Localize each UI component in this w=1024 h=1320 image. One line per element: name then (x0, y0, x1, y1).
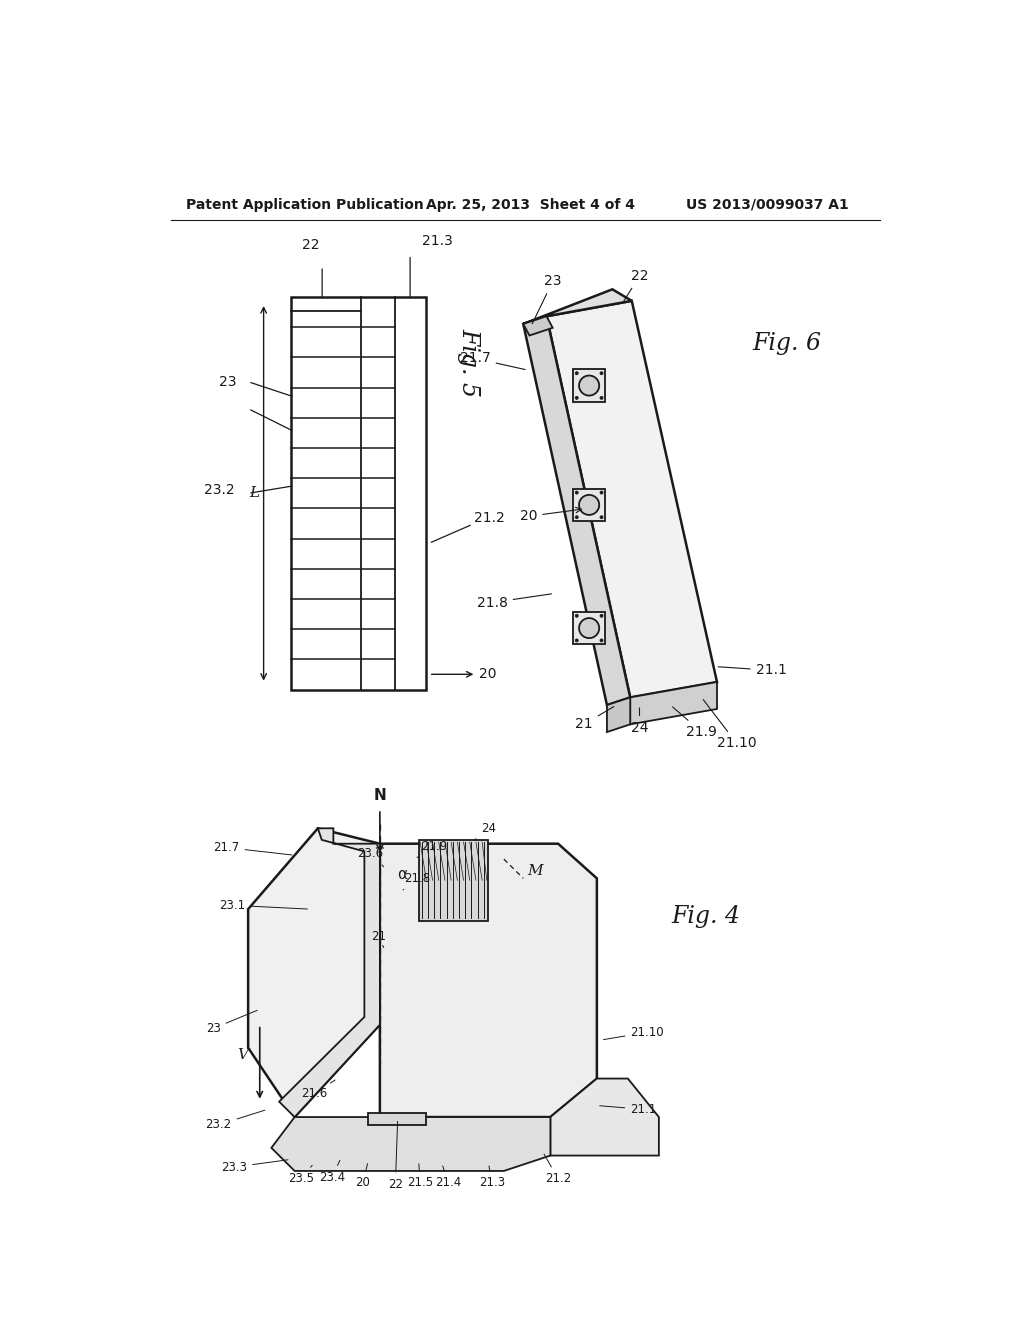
Text: 21.8: 21.8 (403, 871, 430, 890)
Circle shape (600, 372, 603, 375)
Text: US 2013/0099037 A1: US 2013/0099037 A1 (686, 198, 849, 211)
Text: 21.9: 21.9 (673, 708, 717, 739)
Text: 21.7: 21.7 (460, 351, 525, 370)
Text: 21.2: 21.2 (544, 1154, 571, 1185)
Text: 21.1: 21.1 (600, 1102, 656, 1115)
Circle shape (575, 372, 579, 375)
Text: 21.5: 21.5 (408, 1164, 433, 1189)
Polygon shape (523, 289, 632, 323)
Polygon shape (523, 317, 553, 335)
Circle shape (600, 639, 603, 642)
Polygon shape (369, 1113, 426, 1125)
Text: Patent Application Publication: Patent Application Publication (186, 198, 424, 211)
Polygon shape (550, 1078, 658, 1155)
Text: 21.2: 21.2 (474, 511, 505, 525)
Text: 24: 24 (475, 822, 496, 840)
Text: 24: 24 (631, 708, 648, 735)
Polygon shape (547, 301, 717, 697)
Text: 21.7: 21.7 (213, 841, 292, 855)
Text: 23: 23 (206, 1010, 257, 1035)
Text: N: N (374, 788, 386, 803)
Text: 23.6: 23.6 (357, 847, 384, 867)
Polygon shape (572, 370, 605, 401)
Circle shape (575, 491, 579, 494)
Text: 21.4: 21.4 (435, 1166, 461, 1189)
Text: 20: 20 (431, 668, 497, 681)
Polygon shape (380, 843, 597, 1117)
Text: V: V (238, 1048, 248, 1063)
Text: 21.6: 21.6 (301, 1080, 335, 1101)
Polygon shape (572, 488, 605, 521)
Text: M: M (527, 863, 543, 878)
Circle shape (600, 396, 603, 400)
Text: 23.3: 23.3 (221, 1160, 288, 1173)
Text: Apr. 25, 2013  Sheet 4 of 4: Apr. 25, 2013 Sheet 4 of 4 (426, 198, 635, 211)
Text: 23: 23 (219, 375, 237, 388)
Circle shape (579, 376, 599, 396)
Circle shape (600, 614, 603, 618)
Circle shape (575, 639, 579, 642)
Polygon shape (419, 840, 488, 921)
Text: 23.2: 23.2 (206, 1110, 265, 1131)
Circle shape (575, 614, 579, 618)
Circle shape (600, 516, 603, 519)
Text: α: α (397, 867, 408, 882)
Polygon shape (248, 829, 380, 1117)
Text: 21.10: 21.10 (603, 1026, 664, 1040)
Text: 20: 20 (520, 507, 582, 523)
Text: 21.10: 21.10 (703, 700, 757, 751)
Text: 21: 21 (371, 929, 386, 948)
Text: 23.5: 23.5 (288, 1166, 313, 1185)
Circle shape (579, 495, 599, 515)
Circle shape (579, 618, 599, 638)
Text: 21.3: 21.3 (479, 1166, 505, 1189)
Text: Fig. 4: Fig. 4 (671, 906, 740, 928)
Circle shape (575, 396, 579, 400)
Text: 23: 23 (532, 275, 561, 323)
Text: Fig. 5: Fig. 5 (458, 327, 480, 397)
Text: 23.4: 23.4 (318, 1160, 345, 1184)
Text: 21.8: 21.8 (477, 594, 552, 610)
Circle shape (600, 491, 603, 494)
Circle shape (575, 516, 579, 519)
Text: 21.3: 21.3 (422, 234, 453, 248)
Text: 21.1: 21.1 (718, 664, 786, 677)
Polygon shape (572, 612, 605, 644)
Polygon shape (607, 697, 630, 733)
Text: 23.1: 23.1 (219, 899, 307, 912)
Text: 20: 20 (355, 1164, 371, 1189)
Text: L: L (249, 486, 259, 500)
Bar (291, 297, 426, 689)
Polygon shape (523, 317, 630, 705)
Text: 23.2: 23.2 (205, 483, 234, 496)
Text: 22: 22 (624, 269, 648, 301)
Text: Fig. 6: Fig. 6 (753, 331, 821, 355)
Polygon shape (630, 682, 717, 725)
Text: 22: 22 (301, 239, 319, 252)
Polygon shape (280, 829, 380, 1117)
Text: 22: 22 (388, 1122, 402, 1191)
Polygon shape (271, 1117, 550, 1171)
Text: 21.9: 21.9 (417, 840, 447, 858)
Text: 21: 21 (575, 706, 613, 731)
